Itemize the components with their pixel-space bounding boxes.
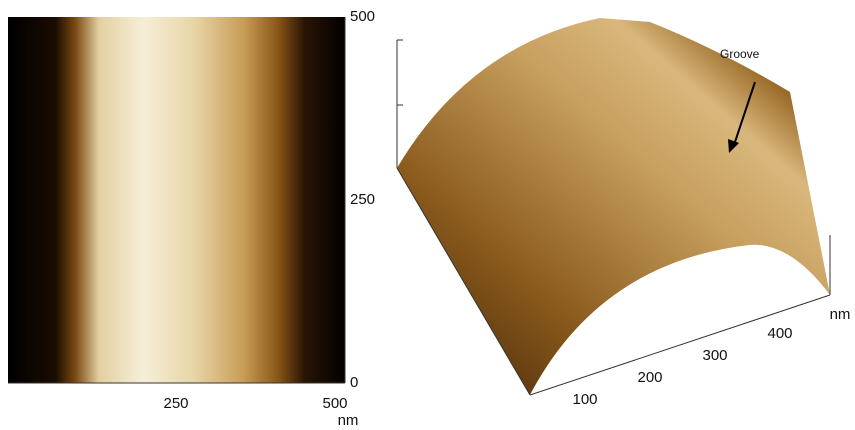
x-tick-label: 400 bbox=[767, 325, 792, 342]
x-tick-label: 500 bbox=[322, 395, 347, 412]
x-tick-label: 100 bbox=[572, 391, 597, 408]
x-tick-label: 200 bbox=[637, 369, 662, 386]
figure: 0 250 500 250 500 nm 100 200 300 400 nm … bbox=[0, 0, 855, 430]
y-tick-label: 250 bbox=[350, 191, 375, 208]
annotation: Groove bbox=[720, 47, 760, 61]
y-tick-label: 0 bbox=[350, 374, 358, 391]
y-tick-label: 500 bbox=[350, 8, 375, 25]
x-tick-label: 300 bbox=[702, 347, 727, 364]
right-panel: 100 200 300 400 nm Groove bbox=[397, 18, 850, 408]
x-tick-label: 250 bbox=[163, 395, 188, 412]
x-unit: nm bbox=[830, 306, 851, 323]
left-panel: 0 250 500 250 500 nm bbox=[8, 8, 375, 429]
x-unit: nm bbox=[338, 412, 359, 429]
afm-height-map bbox=[8, 17, 345, 383]
